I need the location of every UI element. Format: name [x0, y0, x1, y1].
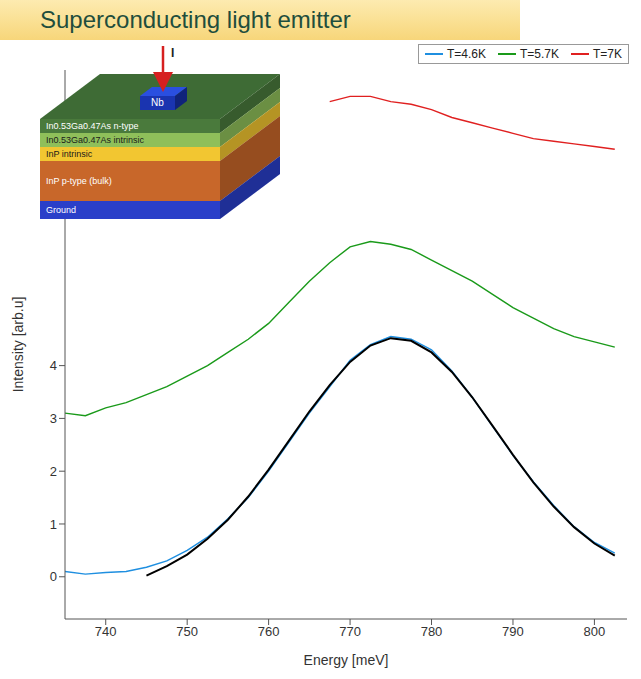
svg-text:InP p-type (bulk): InP p-type (bulk)	[46, 176, 112, 186]
svg-text:Intensity [arb.u]: Intensity [arb.u]	[10, 297, 26, 393]
svg-text:Energy [meV]: Energy [meV]	[304, 652, 389, 668]
svg-text:InP intrinsic: InP intrinsic	[46, 149, 93, 159]
svg-text:760: 760	[258, 624, 280, 639]
svg-text:780: 780	[421, 624, 443, 639]
svg-text:790: 790	[502, 624, 524, 639]
svg-text:0: 0	[50, 569, 57, 584]
html-text:T=4.6K: T=4.6K	[446, 47, 486, 61]
svg-text:750: 750	[176, 624, 198, 639]
svg-text:1: 1	[50, 517, 57, 532]
svg-text:4: 4	[50, 358, 57, 373]
html-text:Superconducting light emitter: Superconducting light emitter	[40, 6, 351, 33]
html-text:T=5.7K: T=5.7K	[520, 47, 559, 61]
svg-text:In0.53Ga0.47As intrinsic: In0.53Ga0.47As intrinsic	[46, 135, 145, 145]
svg-text:2: 2	[50, 464, 57, 479]
svg-text:Nb: Nb	[151, 97, 164, 108]
html-text:T=7K: T=7K	[593, 47, 622, 61]
svg-text:800: 800	[584, 624, 606, 639]
svg-text:In0.53Ga0.47As n-type: In0.53Ga0.47As n-type	[46, 121, 139, 131]
svg-text:770: 770	[339, 624, 361, 639]
svg-text:Ground: Ground	[46, 205, 76, 215]
svg-text:I: I	[171, 46, 174, 60]
svg-text:3: 3	[50, 411, 57, 426]
svg-text:740: 740	[95, 624, 117, 639]
